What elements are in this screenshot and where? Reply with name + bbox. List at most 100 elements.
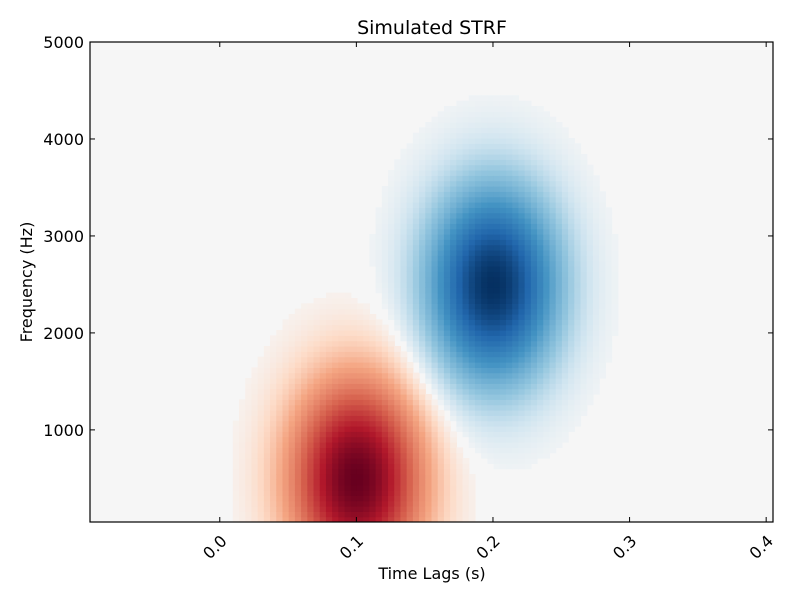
heatmap-cell [419, 367, 426, 374]
heatmap-cell [232, 479, 240, 486]
heatmap-cell [462, 415, 470, 422]
heatmap-cell [356, 330, 364, 336]
heatmap-cell [270, 495, 277, 502]
heatmap-cell [450, 479, 457, 486]
heatmap-cell [512, 271, 520, 278]
heatmap-cell [388, 479, 395, 486]
heatmap-cell [437, 303, 445, 310]
heatmap-cell [437, 346, 445, 352]
heatmap-cell [257, 458, 265, 464]
heatmap-cell [543, 218, 551, 224]
heatmap-cell [481, 207, 488, 214]
heatmap-cell [530, 202, 538, 208]
heatmap-cell [468, 399, 476, 406]
heatmap-cell [580, 308, 588, 315]
heatmap-cell [605, 330, 613, 336]
heatmap-cell [251, 442, 259, 448]
heatmap-cell [537, 234, 544, 240]
heatmap-cell [431, 351, 439, 358]
heatmap-cell [561, 191, 569, 198]
heatmap-cell [412, 250, 420, 256]
heatmap-cell [394, 468, 402, 475]
heatmap-cell [543, 335, 551, 342]
heatmap-cell [555, 372, 563, 379]
heatmap-cell [549, 186, 557, 192]
heatmap-cell [257, 420, 265, 427]
heatmap-cell [388, 394, 395, 400]
heatmap-cell [425, 175, 433, 182]
heatmap-cell [555, 308, 563, 315]
heatmap-cell [592, 223, 600, 230]
heatmap-cell [493, 260, 501, 267]
heatmap-cell [257, 367, 265, 374]
heatmap-cell [506, 346, 513, 352]
heatmap-cell [450, 415, 457, 422]
heatmap-cell [288, 479, 296, 486]
heatmap-cell [344, 420, 352, 427]
heatmap-cell [530, 335, 538, 342]
heatmap-cell [437, 351, 445, 358]
heatmap-cell [437, 442, 445, 448]
heatmap-cell [574, 388, 582, 395]
heatmap-cell [450, 468, 457, 475]
heatmap-cell [369, 458, 377, 464]
heatmap-cell [325, 362, 333, 368]
heatmap-cell [388, 436, 395, 443]
heatmap-cell [431, 250, 439, 256]
heatmap-cell [549, 250, 557, 256]
heatmap-cell [431, 404, 439, 411]
heatmap-cell [325, 463, 333, 470]
heatmap-cell [251, 415, 259, 422]
heatmap-cell [487, 223, 495, 230]
heatmap-cell [592, 239, 600, 246]
heatmap-cell [375, 351, 383, 358]
heatmap-cell [474, 100, 482, 107]
heatmap-cell [524, 447, 532, 454]
heatmap-cell [524, 186, 532, 192]
heatmap-cell [524, 164, 532, 171]
heatmap-cell [344, 484, 352, 491]
heatmap-cell [344, 404, 352, 411]
heatmap-cell [524, 404, 532, 411]
heatmap-cell [325, 404, 333, 411]
heatmap-cell [400, 244, 408, 251]
heatmap-cell [338, 335, 346, 342]
heatmap-cell [332, 303, 339, 310]
heatmap-cell [394, 511, 402, 518]
heatmap-cell [555, 164, 563, 171]
heatmap-cell [282, 516, 290, 522]
heatmap-cell [400, 362, 408, 368]
heatmap-cell [611, 266, 619, 272]
heatmap-cell [388, 372, 395, 379]
heatmap-cell [481, 420, 488, 427]
heatmap-cell [419, 282, 426, 288]
heatmap-cell [301, 362, 308, 368]
heatmap-cell [325, 516, 333, 522]
heatmap-cell [394, 436, 402, 443]
heatmap-cell [549, 351, 557, 358]
heatmap-cell [412, 420, 420, 427]
heatmap-cell [412, 180, 420, 187]
heatmap-cell [450, 180, 457, 187]
heatmap-cell [518, 282, 526, 288]
heatmap-cell [325, 500, 333, 507]
heatmap-cell [437, 202, 445, 208]
heatmap-cell [232, 468, 240, 475]
heatmap-cell [263, 490, 271, 496]
heatmap-cell [431, 431, 439, 438]
heatmap-cell [506, 442, 513, 448]
heatmap-cell [555, 244, 563, 251]
heatmap-cell [530, 228, 538, 235]
heatmap-cell [462, 506, 470, 512]
heatmap-cell [431, 319, 439, 326]
heatmap-cell [394, 404, 402, 411]
heatmap-cell [381, 340, 389, 347]
heatmap-cell [481, 138, 488, 144]
heatmap-cell [257, 388, 265, 395]
heatmap-cell [549, 388, 557, 395]
heatmap-cell [530, 394, 538, 400]
heatmap-cell [425, 202, 433, 208]
heatmap-cell [580, 159, 588, 166]
heatmap-cell [450, 276, 457, 283]
heatmap-cell [332, 351, 339, 358]
